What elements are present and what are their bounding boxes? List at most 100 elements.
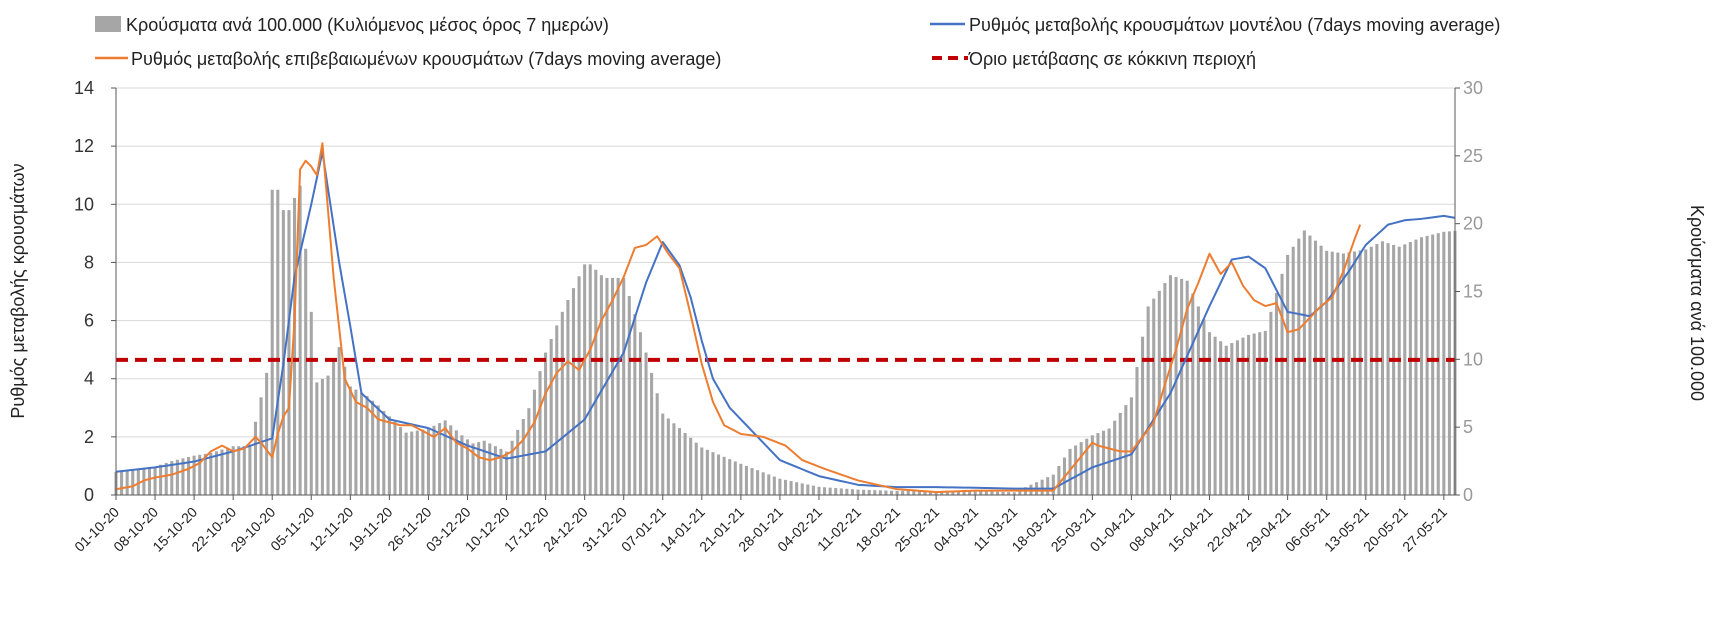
left-tick-label: 12 [74,136,94,156]
bar [823,487,827,495]
bar [566,299,570,495]
bar [717,454,721,495]
bar [560,311,564,495]
bar [912,490,916,495]
bar [984,491,988,495]
bar [265,372,269,495]
bar [449,425,453,495]
left-tick-label: 8 [84,252,94,272]
bar [1419,237,1424,495]
bar [850,489,854,495]
model-line [115,150,1456,490]
bar [817,486,821,495]
bar [276,189,280,495]
y-axis-left-title: Ρυθμός μεταβολής κρουσμάτων [8,163,28,418]
bar [689,437,693,495]
bar [270,189,274,495]
right-tick-label: 0 [1463,485,1473,505]
bar-series [114,185,1457,496]
bar [337,347,341,495]
bar [995,491,1000,495]
bar [1157,290,1161,495]
bar [1403,244,1407,495]
bar [242,446,246,495]
bar [1085,438,1089,495]
bar [1224,345,1228,495]
bar [839,488,843,495]
bar [594,269,598,495]
x-axis-ticks: 01-10-2008-10-2015-10-2022-10-2029-10-20… [71,495,1450,555]
bar [1302,230,1306,495]
bar [1180,278,1184,495]
legend-label-bars: Κρούσματα ανά 100.000 (Κυλιόμενος μέσος … [126,15,609,35]
bar [1213,336,1217,495]
bar [281,210,285,495]
bar [728,459,732,495]
line-series [115,142,1456,494]
bar [1436,233,1440,495]
bar [1414,239,1418,495]
bar [555,325,559,495]
bar [856,489,860,495]
bar [1442,231,1446,495]
bar [142,468,146,495]
bar [1313,240,1318,495]
bar [1247,334,1251,495]
bar [800,483,804,495]
bar [588,264,592,495]
bar [945,490,949,495]
right-tick-label: 5 [1463,417,1473,437]
bar [1191,293,1195,495]
bar [990,491,994,495]
bar [399,427,403,495]
bar [120,471,124,495]
bar [220,449,224,495]
right-tick-label: 10 [1463,349,1483,369]
bar [1146,306,1150,495]
bar [1397,246,1401,495]
bar [1001,491,1005,495]
bar [237,446,241,495]
bar [1152,298,1156,495]
bar [862,489,866,495]
bar [1018,489,1022,495]
bar [359,392,364,495]
bar [1046,477,1050,495]
bar [1241,337,1245,495]
bar [940,490,944,495]
bar [951,490,955,495]
bar [616,277,620,495]
bar [488,443,492,495]
bar [365,395,369,495]
bar [700,447,704,495]
bar [884,490,888,495]
bar [1057,466,1061,495]
bar [895,490,899,495]
bar [1163,283,1167,495]
bar [209,452,213,495]
bar [1079,442,1083,495]
bar [1280,273,1284,495]
bar [1431,234,1435,495]
right-tick-label: 25 [1463,146,1483,166]
bar [1353,251,1357,495]
y-axis-right-title: Κρούσματα ανά 100.000 [1687,205,1707,401]
bar [1274,292,1279,495]
bar [1286,254,1290,495]
right-tick-label: 15 [1463,282,1483,302]
bar [1207,332,1212,495]
bar [376,405,380,495]
bar [1068,448,1072,495]
bar [756,470,760,495]
left-tick-label: 2 [84,427,94,447]
bar [661,413,665,495]
right-axis-ticks: 0 5 10 15 20 25 30 [1455,78,1483,505]
bar [666,418,670,495]
bar [1408,241,1412,495]
bar [806,484,810,495]
bar [1202,319,1206,495]
legend-swatch-bars [95,16,121,32]
bar [549,338,553,495]
bar [834,488,838,495]
